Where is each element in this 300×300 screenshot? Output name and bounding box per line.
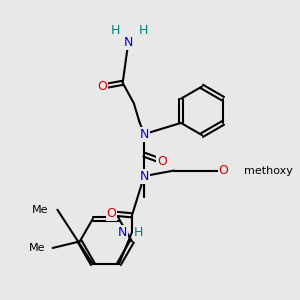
Text: methoxy: methoxy [244, 166, 293, 176]
Text: H: H [134, 226, 143, 238]
Text: O: O [218, 164, 228, 177]
Text: Me: Me [28, 243, 45, 253]
Text: N: N [118, 226, 127, 238]
Text: N: N [140, 169, 149, 183]
Text: H: H [110, 24, 120, 37]
Text: N: N [124, 36, 133, 49]
Text: H: H [139, 24, 148, 37]
Text: O: O [157, 155, 167, 168]
Text: Me: Me [32, 205, 49, 215]
Text: O: O [106, 207, 116, 220]
Text: O: O [97, 80, 107, 93]
Text: N: N [140, 128, 149, 141]
